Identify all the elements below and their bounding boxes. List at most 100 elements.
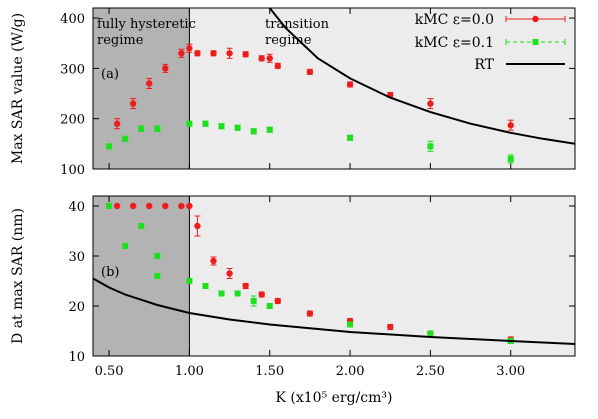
data-point: [250, 298, 257, 304]
data-point: [306, 310, 314, 317]
regime-annotation: fully hysteretic: [97, 17, 196, 32]
regime-annotation: transition: [265, 17, 330, 32]
data-point: [202, 283, 209, 289]
series-1: [106, 120, 514, 164]
data-point: [234, 124, 241, 131]
data-point: [210, 257, 217, 265]
y-tick-label: 300: [60, 62, 85, 77]
transition-region: [189, 196, 575, 356]
panel-a: 100 200 300 400 Max SAR value (W/g) fully hys…: [10, 7, 576, 178]
data-point: [113, 120, 121, 127]
regime-annotation: regime: [265, 33, 312, 48]
y-tick-label: 30: [68, 250, 85, 265]
data-point: [427, 330, 434, 337]
data-point: [138, 125, 145, 132]
data-point: [154, 253, 161, 259]
data-point: [162, 65, 169, 72]
data-point: [274, 62, 281, 70]
data-point: [507, 155, 514, 162]
y-axis-title: Max SAR value (W/g): [10, 13, 26, 164]
plot-area: [93, 202, 575, 345]
data-point: [266, 55, 273, 62]
data-point: [113, 202, 121, 210]
data-point: [154, 125, 161, 132]
data-point: [266, 126, 273, 133]
data-point: [129, 202, 137, 210]
data-point: [274, 297, 281, 305]
rt-curve: [268, 8, 575, 145]
data-point: [218, 123, 225, 130]
data-point: [129, 100, 137, 107]
y-axis-title: D at max SAR (nm): [10, 208, 26, 344]
data-point: [242, 51, 249, 58]
data-point: [178, 50, 185, 57]
data-point: [162, 202, 169, 210]
data-point: [194, 50, 201, 57]
data-point: [186, 120, 193, 127]
hysteretic-region: [93, 8, 190, 169]
panel-label: (a): [101, 67, 119, 82]
plot-area: [106, 8, 575, 164]
y-tick-label: 40: [68, 200, 85, 215]
data-point: [226, 50, 233, 57]
data-point: [154, 273, 161, 279]
data-point: [347, 134, 354, 141]
data-point: [122, 135, 129, 142]
data-point: [106, 143, 113, 150]
data-point: [306, 68, 314, 76]
data-point: [226, 270, 233, 277]
data-point: [218, 290, 225, 297]
data-point: [347, 321, 354, 328]
x-tick-label: 2.00: [336, 364, 365, 379]
data-point: [210, 50, 217, 57]
y-tick-label: 20: [68, 300, 85, 315]
data-point: [146, 80, 153, 87]
series-0: [113, 43, 514, 131]
hysteretic-region: [93, 196, 190, 356]
series-2: [93, 277, 575, 345]
panel-label: (b): [101, 265, 119, 280]
data-point: [258, 55, 265, 62]
data-point: [387, 323, 394, 331]
plot-frame: [92, 7, 576, 170]
x-tick-label: 0.50: [95, 364, 124, 379]
x-tick-label: 1.00: [175, 364, 204, 379]
legend-entry-label: kMC ε=0.0: [415, 12, 494, 28]
y-tick-label: 200: [60, 113, 85, 128]
data-point: [507, 122, 514, 129]
y-tick-label: 10: [68, 350, 85, 365]
data-point: [122, 243, 129, 249]
data-point: [346, 81, 354, 88]
data-point: [186, 202, 193, 210]
legend-marker: [532, 39, 539, 45]
data-point: [250, 128, 257, 135]
x-axis-title: K (x10⁵ erg/cm³): [276, 390, 393, 406]
plot-frame: [92, 195, 576, 357]
data-point: [258, 291, 265, 298]
x-tick-label: 3.00: [496, 364, 525, 379]
data-point: [186, 45, 193, 52]
data-point: [242, 282, 249, 290]
legend-entry-label: RT: [474, 57, 494, 73]
y-tick-label: 400: [60, 12, 85, 27]
data-point: [427, 143, 434, 150]
data-point: [234, 290, 241, 297]
data-point: [146, 202, 153, 210]
rt-curve: [93, 277, 575, 345]
transition-region: [189, 8, 575, 169]
x-tick-label: 1.50: [255, 364, 284, 379]
series-2: [268, 8, 575, 145]
data-point: [266, 303, 273, 309]
data-point: [202, 120, 209, 127]
y-tick-label: 100: [60, 163, 85, 178]
data-point: [138, 223, 145, 229]
panel-b: 10 20 30 40 0.50 1.00 1.50 2.00 2.50 3.00 D at max…: [10, 195, 576, 406]
data-point: [194, 222, 201, 230]
data-point: [186, 278, 193, 284]
x-tick-label: 2.50: [416, 364, 445, 379]
regime-annotation: regime: [97, 33, 144, 48]
data-point: [106, 203, 113, 209]
legend-entry-label: kMC ε=0.1: [415, 35, 494, 51]
data-point: [178, 202, 185, 210]
